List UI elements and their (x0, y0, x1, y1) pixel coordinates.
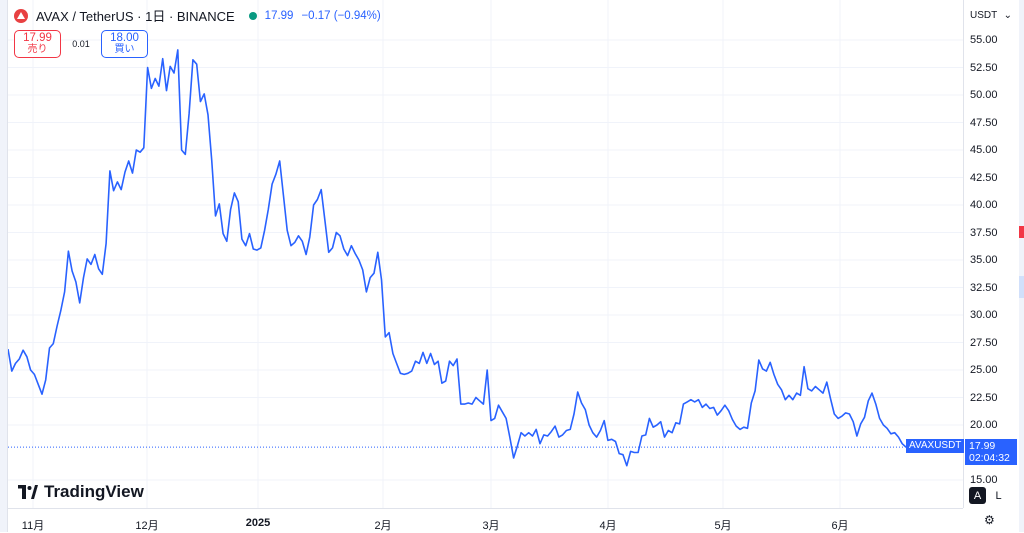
sell-button[interactable]: 17.99 売り (14, 30, 61, 58)
currency-label: USDT (970, 9, 998, 21)
time-axis-label: 2月 (374, 520, 392, 532)
price-axis-label: 50.00 (970, 89, 998, 101)
gear-icon[interactable]: ⚙ (984, 513, 995, 527)
price-change: −0.17 (−0.94%) (301, 9, 381, 22)
alert-marker (1019, 226, 1024, 238)
current-price-value: 17.99 (969, 440, 996, 452)
range-marker (1019, 276, 1024, 298)
time-axis-label: 2025 (245, 517, 271, 529)
time-axis[interactable]: 11月 12月 2025 2月 3月 4月 5月 6月 (8, 508, 963, 533)
time-axis-label: 6月 (831, 520, 849, 532)
current-price-label: 17.99 02:04:32 (965, 439, 1017, 465)
time-axis-label: 5月 (714, 520, 732, 532)
price-axis-label: 22.50 (970, 391, 998, 404)
buy-button[interactable]: 18.00 買い (101, 30, 148, 58)
left-edge (0, 0, 8, 532)
price-axis-label: 42.50 (970, 171, 998, 184)
price-axis-label: 32.50 (970, 281, 998, 294)
time-axis-label: 3月 (482, 520, 500, 532)
currency-selector[interactable]: USDT ⌄ (966, 5, 1016, 25)
auto-scale-button[interactable]: A (969, 487, 986, 504)
symbol-legend: AVAX / TetherUS · 1日 · BINANCE 17.99 −0.… (14, 6, 381, 25)
tradingview-logo-text: TradingView (44, 482, 144, 501)
sell-price: 17.99 (23, 32, 52, 44)
price-axis-label: 55.00 (970, 34, 998, 46)
price-axis-label: 35.00 (970, 254, 998, 266)
chart-pane[interactable] (7, 0, 963, 508)
price-axis-label: 37.50 (970, 226, 998, 239)
countdown-timer: 02:04:32 (969, 452, 1010, 464)
scale-controls: A L (969, 487, 1007, 504)
price-axis[interactable]: 55.00 52.50 50.00 47.50 45.00 42.50 40.00 37.50… (963, 0, 1020, 508)
price-axis-label: 52.50 (970, 61, 998, 74)
price-axis-label: 27.50 (970, 336, 998, 349)
tradingview-logo-icon (18, 485, 38, 499)
tradingview-logo[interactable]: TradingView (18, 482, 144, 502)
right-toolbar-strip (1019, 0, 1024, 532)
buy-price: 18.00 (110, 32, 139, 44)
time-axis-label: 4月 (599, 520, 617, 532)
price-chart[interactable] (7, 0, 963, 508)
buy-label: 買い (114, 44, 135, 55)
log-scale-button[interactable]: L (995, 489, 1002, 502)
time-axis-label: 11月 (21, 520, 45, 532)
trade-panel: 17.99 売り 0.01 18.00 買い (14, 30, 148, 58)
price-axis-label: 45.00 (970, 144, 998, 156)
price-axis-label: 47.50 (970, 116, 998, 129)
price-axis-label: 15.00 (970, 474, 998, 486)
price-axis-label: 40.00 (970, 199, 998, 211)
chevron-down-icon: ⌄ (1003, 9, 1012, 21)
price-axis-label: 30.00 (970, 309, 998, 321)
avax-logo-icon (14, 8, 28, 23)
time-axis-label: 12月 (135, 520, 159, 532)
price-series-line (7, 49, 907, 467)
spread-value: 0.01 (72, 39, 90, 49)
last-price: 17.99 (264, 9, 294, 22)
series-tag: AVAXUSDT (906, 439, 965, 453)
price-axis-label: 20.00 (970, 419, 998, 431)
price-axis-label: 25.00 (970, 364, 998, 376)
sell-label: 売り (27, 44, 48, 55)
symbol-title[interactable]: AVAX / TetherUS · 1日 · BINANCE (36, 9, 235, 24)
market-status-icon[interactable] (248, 11, 257, 20)
